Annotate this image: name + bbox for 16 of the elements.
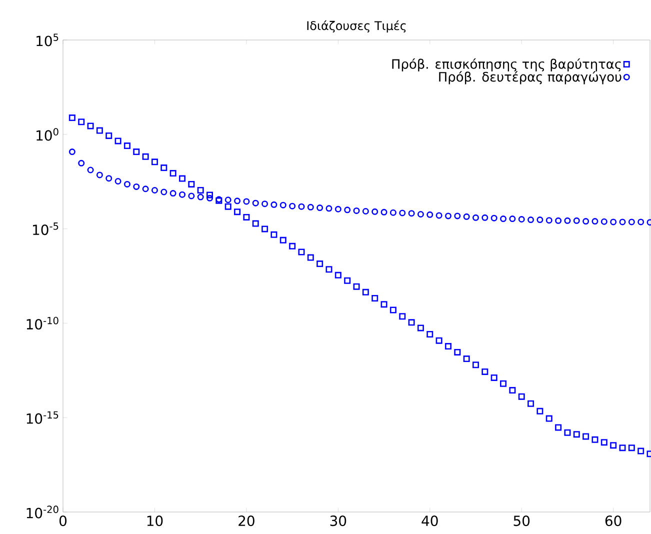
x-tick-label: 60 bbox=[605, 516, 622, 526]
legend-label: Πρόβ. δευτέρας παραγώγου bbox=[439, 71, 622, 84]
y-tick-label: 10$^{-20}$ bbox=[26, 506, 58, 518]
x-tick-label: 40 bbox=[422, 516, 438, 526]
x-tick-label: 0 bbox=[59, 516, 67, 526]
y-tick-label: 10$^{0}$ bbox=[36, 128, 58, 141]
x-tick-label: 50 bbox=[514, 516, 530, 526]
y-tick-label: 10$^{-15}$ bbox=[26, 411, 58, 424]
x-tick-label: 30 bbox=[330, 516, 346, 526]
x-tick-label: 10 bbox=[147, 516, 163, 526]
legend-label: Πρόβ. επισκόπησης της βαρύτητας bbox=[392, 58, 621, 72]
x-tick-label: 20 bbox=[238, 516, 254, 526]
y-tick-label: 10$^{5}$ bbox=[36, 34, 58, 46]
y-tick-label: 10$^{-10}$ bbox=[26, 316, 58, 330]
chart-title: Ιδιάζουσες Τιμές bbox=[307, 20, 406, 33]
y-tick-label: 10$^{-5}$ bbox=[33, 222, 58, 236]
